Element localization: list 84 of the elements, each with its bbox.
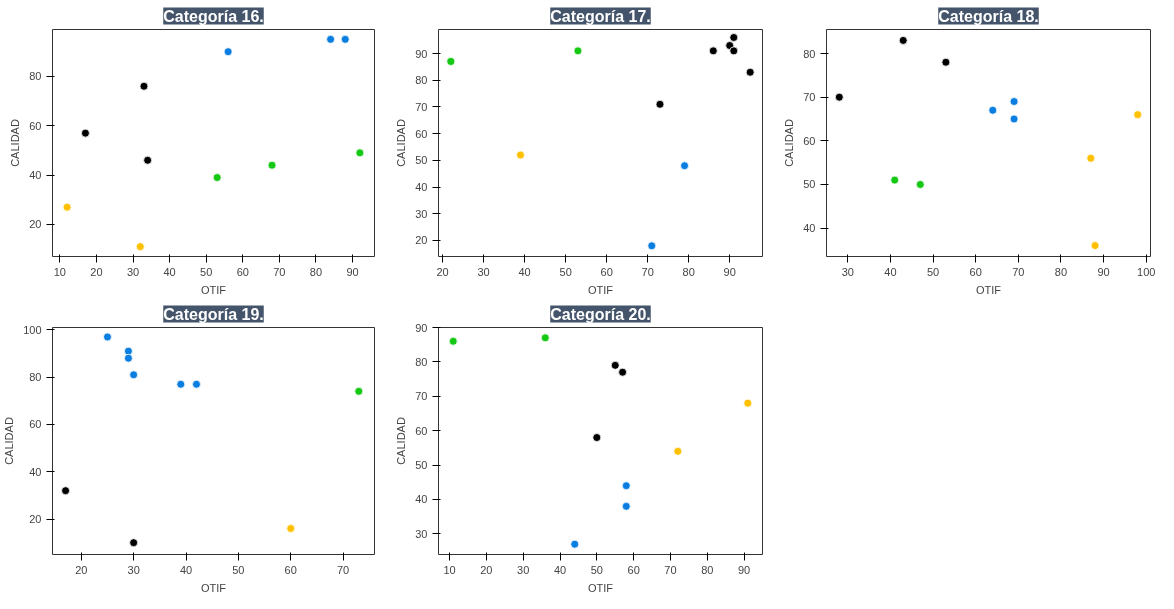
x-tick-label: 90 [1097, 265, 1110, 278]
x-tick-label: 20 [436, 265, 449, 278]
y-axis-title: CALIDAD [395, 119, 408, 167]
y-tick-label: 80 [29, 371, 42, 384]
x-tick-label: 30 [477, 265, 490, 278]
y-tick-label: 60 [415, 127, 428, 140]
x-tick-label: 80 [309, 265, 323, 278]
y-tick-label: 50 [415, 459, 428, 472]
x-tick-label: 70 [1012, 265, 1025, 278]
x-tick-label: 40 [163, 265, 176, 278]
x-tick-label: 40 [553, 563, 567, 576]
x-tick-label: 30 [841, 265, 854, 278]
x-tick-label: 30 [517, 563, 530, 576]
y-tick-label: 20 [415, 234, 428, 247]
y-tick-label: 40 [803, 222, 816, 235]
x-tick-label: 50 [200, 265, 213, 278]
x-tick-label: 90 [723, 265, 736, 278]
x-tick-label: 20 [480, 563, 493, 576]
y-tick-label: 90 [415, 321, 428, 334]
x-tick-label: 90 [737, 563, 751, 576]
x-axis-title: OTIF [587, 581, 614, 594]
y-tick-label: 30 [415, 207, 428, 220]
chart-title: Categoría 16. [163, 7, 264, 25]
y-tick-label: 60 [29, 119, 42, 132]
x-tick-label: 50 [559, 265, 572, 278]
x-tick-label: 80 [682, 265, 695, 278]
y-tick-label: 40 [29, 465, 42, 478]
y-tick-label: 40 [29, 169, 42, 182]
x-tick-label: 60 [236, 265, 249, 278]
x-axis-title: OTIF [200, 581, 227, 594]
y-tick-label: 40 [415, 493, 428, 506]
x-tick-label: 100 [1137, 265, 1156, 278]
x-tick-label: 60 [627, 563, 640, 576]
x-tick-label: 70 [641, 265, 654, 278]
y-axis-title: CALIDAD [783, 119, 796, 167]
x-tick-label: 50 [590, 563, 603, 576]
x-tick-label: 80 [1054, 265, 1068, 278]
y-tick-label: 100 [23, 323, 42, 336]
x-axis-title: OTIF [975, 283, 1002, 296]
chart-title: Categoría 19. [163, 305, 264, 323]
y-tick-label: 20 [29, 218, 42, 231]
x-tick-label: 40 [884, 265, 897, 278]
y-tick-label: 50 [415, 154, 428, 167]
chart-title: Categoría 20. [550, 305, 651, 323]
y-tick-label: 60 [29, 418, 42, 431]
chart-title: Categoría 17. [550, 7, 651, 25]
x-tick-label: 20 [90, 265, 103, 278]
y-tick-label: 20 [29, 513, 42, 526]
x-tick-label: 10 [443, 563, 456, 576]
y-tick-label: 70 [415, 390, 428, 403]
x-tick-label: 60 [600, 265, 613, 278]
x-axis-title: OTIF [200, 283, 227, 296]
x-tick-label: 30 [127, 563, 140, 576]
x-tick-label: 70 [664, 563, 677, 576]
y-tick-label: 80 [415, 74, 428, 87]
x-tick-label: 70 [273, 265, 286, 278]
x-tick-label: 40 [179, 563, 193, 576]
x-tick-label: 70 [336, 563, 350, 576]
x-tick-label: 90 [346, 265, 359, 278]
y-axis-title: CALIDAD [395, 417, 408, 465]
y-tick-label: 90 [415, 47, 428, 60]
y-tick-label: 60 [803, 134, 816, 147]
y-tick-label: 70 [803, 91, 816, 104]
y-tick-label: 30 [415, 527, 428, 540]
y-axis-title: CALIDAD [9, 119, 22, 167]
y-tick-label: 80 [415, 355, 428, 368]
x-tick-label: 80 [701, 563, 714, 576]
x-tick-label: 50 [926, 265, 940, 278]
x-tick-label: 60 [969, 265, 982, 278]
y-tick-label: 80 [29, 70, 42, 83]
y-tick-label: 50 [803, 178, 816, 191]
y-axis-title: CALIDAD [3, 417, 16, 465]
y-tick-label: 40 [415, 181, 428, 194]
y-tick-label: 60 [415, 424, 428, 437]
chart-title: Categoría 18. [938, 7, 1039, 25]
x-tick-label: 20 [75, 563, 88, 576]
y-tick-label: 70 [415, 100, 428, 113]
x-axis-title: OTIF [587, 283, 614, 296]
x-tick-label: 50 [232, 563, 245, 576]
x-tick-label: 30 [126, 265, 140, 278]
x-tick-label: 40 [518, 265, 531, 278]
x-tick-label: 60 [284, 563, 297, 576]
y-tick-label: 80 [803, 47, 816, 60]
x-tick-label: 10 [53, 265, 66, 278]
